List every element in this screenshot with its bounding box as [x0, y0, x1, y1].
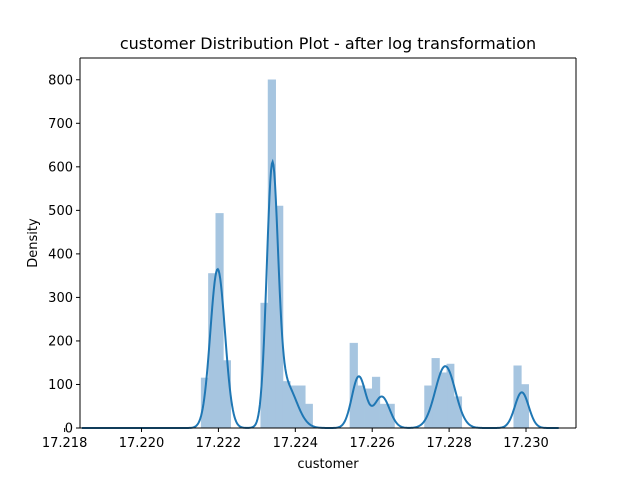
x-tick-label: 17.226 — [349, 436, 395, 451]
histogram-bar — [282, 381, 291, 429]
x-tick-label: 17.222 — [196, 436, 242, 451]
histogram-bar — [215, 213, 224, 429]
histogram-bar — [267, 79, 276, 429]
histogram-bar — [431, 358, 440, 429]
y-tick-label: 400 — [48, 247, 73, 262]
x-tick-label: 17.230 — [503, 436, 549, 451]
x-tick-label: 17.220 — [119, 436, 165, 451]
y-tick-label: 600 — [48, 160, 73, 175]
axes-frame — [79, 57, 577, 429]
histogram-bars — [200, 79, 529, 429]
x-tick-label: 17.224 — [273, 436, 319, 451]
histogram-bar — [439, 372, 448, 429]
x-tick-label: 17.218 — [42, 436, 88, 451]
y-tick-label: 700 — [48, 117, 73, 132]
y-tick-label: 800 — [48, 73, 73, 88]
y-axis-ticks: 0 100 200 300 400 500 600 700 800 — [48, 73, 80, 437]
y-tick-label: 0 — [65, 422, 73, 437]
y-tick-label: 300 — [48, 291, 73, 306]
x-axis-ticks: 17.218 17.220 17.222 17.224 17.226 17.228 17.2… — [42, 428, 549, 451]
histogram-bar — [521, 384, 529, 429]
histogram-bar — [357, 385, 366, 429]
histogram-bar — [379, 403, 388, 429]
x-axis-label: customer — [297, 457, 359, 472]
y-tick-label: 500 — [48, 204, 73, 219]
chart-title: customer Distribution Plot - after log t… — [120, 34, 536, 53]
histogram-bar — [200, 377, 209, 429]
y-tick-label: 100 — [48, 378, 73, 393]
y-axis-label: Density — [26, 218, 41, 268]
y-tick-label: 200 — [48, 334, 73, 349]
x-tick-label: 17.228 — [426, 436, 472, 451]
